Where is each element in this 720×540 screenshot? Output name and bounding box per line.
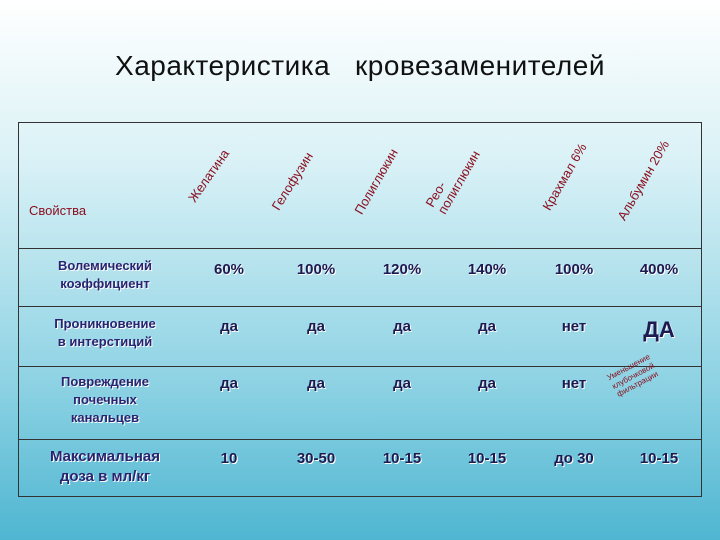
cell-volemic-reopolyglukin: 140%	[467, 261, 507, 278]
page-title: Характеристика кровезаменителей	[115, 50, 605, 81]
header-column-polyglukin: Полиглюкин	[351, 146, 401, 217]
cell-kidney-starch: нет	[561, 375, 587, 392]
header-column-gelofusin: Гелофузин	[268, 149, 316, 213]
cell-dose-polyglukin: 10-15	[382, 450, 422, 467]
cell-volemic-gelatin: 60%	[213, 261, 245, 278]
row-label-kidney: Повреждение почечных канальцев	[60, 374, 150, 426]
row-divider	[19, 439, 701, 440]
cell-dose-gelatin: 10	[220, 450, 238, 467]
cell-interstitium-polyglukin: да	[393, 318, 411, 335]
cell-interstitium-reopolyglukin: да	[478, 318, 496, 335]
cell-dose-starch: до 30	[554, 450, 594, 467]
cell-dose-gelofusin: 30-50	[296, 450, 336, 467]
row-divider	[19, 306, 701, 307]
cell-interstitium-albumin: ДА	[643, 317, 675, 342]
cell-kidney-gelofusin: да	[307, 375, 325, 392]
row-label-interstitium: Проникновение в интерстиций	[54, 316, 156, 350]
cell-interstitium-gelatin: да	[220, 318, 238, 335]
row-divider	[19, 366, 701, 367]
row-label-volemic: Волемический коэффициент	[57, 258, 153, 292]
cell-volemic-albumin: 400%	[639, 261, 679, 278]
cell-dose-albumin: 10-15	[639, 450, 679, 467]
header-property-label: Свойства	[29, 203, 87, 218]
header-column-gelatin: Желатина	[185, 146, 233, 205]
row-label-max-dose: Максимальная доза в мл/кг	[49, 448, 161, 485]
cell-kidney-albumin: Уменьшение клубочковой фильтрации	[605, 352, 660, 399]
row-divider	[19, 248, 701, 249]
cell-interstitium-starch: нет	[561, 318, 587, 335]
header-column-albumin: Альбумин 20%	[614, 137, 673, 223]
header-column-reopolyglukin: Рео- полиглюкин	[422, 147, 483, 217]
cell-volemic-gelofusin: 100%	[296, 261, 336, 278]
cell-volemic-starch: 100%	[554, 261, 594, 278]
cell-kidney-polyglukin: да	[393, 375, 411, 392]
cell-dose-reopolyglukin: 10-15	[467, 450, 507, 467]
comparison-table: Свойства Желатина Гелофузин Полиглюкин Р…	[18, 122, 702, 497]
header-column-starch: Крахмал 6%	[539, 140, 590, 213]
cell-kidney-reopolyglukin: да	[478, 375, 496, 392]
cell-interstitium-gelofusin: да	[307, 318, 325, 335]
cell-volemic-polyglukin: 120%	[382, 261, 422, 278]
cell-kidney-gelatin: да	[220, 375, 238, 392]
